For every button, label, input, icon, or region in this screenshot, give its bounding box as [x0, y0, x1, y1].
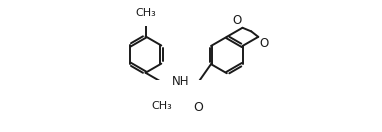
Text: NH: NH: [172, 75, 189, 88]
Text: O: O: [259, 37, 269, 50]
Text: O: O: [194, 101, 204, 114]
Text: CH₃: CH₃: [135, 8, 156, 18]
Text: O: O: [232, 14, 241, 27]
Text: CH₃: CH₃: [151, 100, 172, 110]
